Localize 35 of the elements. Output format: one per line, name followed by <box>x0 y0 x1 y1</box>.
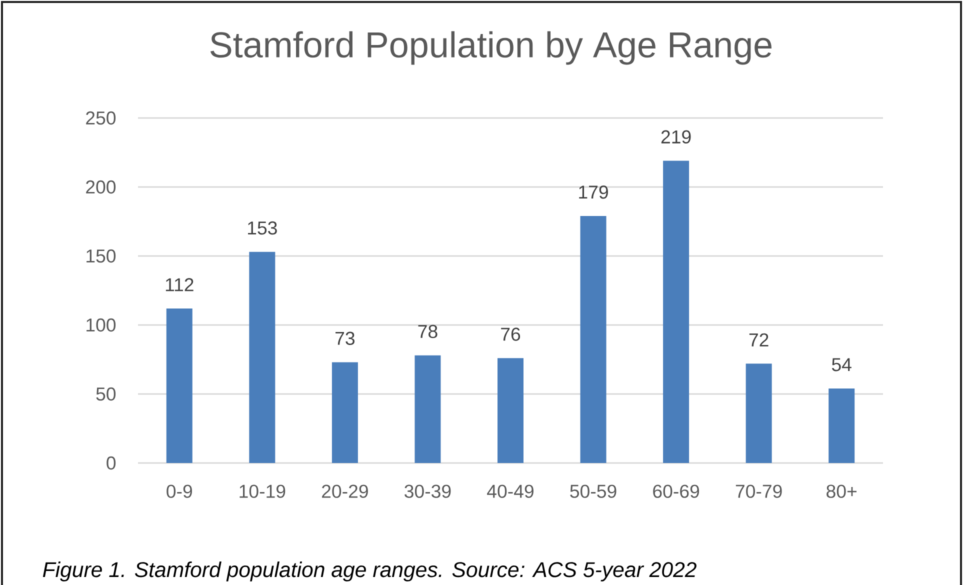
x-tick-label: 0-9 <box>166 484 192 498</box>
data-label: 54 <box>832 358 852 372</box>
x-tick-label: 60-69 <box>653 484 700 498</box>
y-tick-label: 50 <box>96 387 116 401</box>
x-tick-label: 20-29 <box>322 484 368 498</box>
y-tick-label: 0 <box>106 456 116 470</box>
bar <box>746 364 772 463</box>
data-label: 76 <box>501 328 520 341</box>
x-tick-label: 80+ <box>826 484 857 498</box>
caption: Figure 1. Stamford population age ranges. Source: ACS 5-year 2022 <box>42 562 696 582</box>
bar <box>249 252 276 463</box>
y-tick-label: 250 <box>86 111 116 125</box>
data-label: 73 <box>336 332 354 345</box>
bar <box>580 216 606 463</box>
x-tick-label: 10-19 <box>240 484 286 498</box>
data-label: 219 <box>661 130 691 144</box>
x-tick-label: 70-79 <box>736 484 782 498</box>
x-tick-label: 40-49 <box>487 484 534 498</box>
data-label: 78 <box>418 324 438 338</box>
bar <box>498 358 524 463</box>
x-tick-label: 50-59 <box>570 484 616 498</box>
bar <box>663 160 690 463</box>
y-tick-label: 150 <box>86 249 116 263</box>
bar <box>332 362 358 463</box>
data-label: 72 <box>749 333 768 346</box>
bar <box>828 388 855 463</box>
data-label: 179 <box>579 185 608 199</box>
x-tick-label: 30-39 <box>404 484 451 498</box>
data-label: 112 <box>166 278 194 292</box>
bar <box>414 355 441 463</box>
bar <box>166 308 192 463</box>
y-tick-label: 200 <box>86 180 116 194</box>
y-tick-label: 100 <box>86 318 116 332</box>
data-label: 153 <box>248 221 277 235</box>
chart-title: Stamford Population by Age Range <box>210 31 772 65</box>
